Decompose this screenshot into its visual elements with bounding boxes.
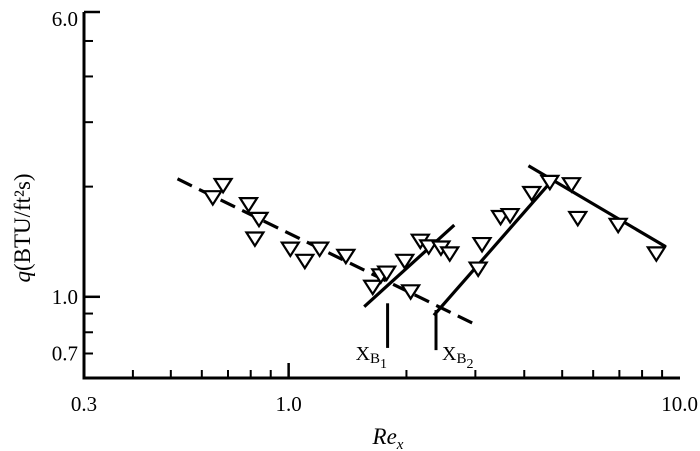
x-axis-title-main: Re — [372, 424, 397, 449]
data-point-marker — [400, 284, 422, 301]
data-point-marker — [294, 253, 316, 271]
y-axis-title-units: (BTU/ft²s) — [10, 173, 35, 271]
solid-trend-line — [432, 183, 550, 317]
x-tick-label: 0.3 — [71, 392, 97, 416]
data-point-marker — [202, 190, 224, 207]
data-point-marker — [244, 231, 266, 248]
data-point-marker — [394, 253, 416, 271]
y-axis-title-prefix: q — [10, 271, 35, 283]
x-b-marker-label: XB2 — [442, 343, 473, 372]
data-point-marker — [212, 177, 234, 195]
x-b-marker-label: XB1 — [356, 343, 387, 372]
data-point-marker — [439, 246, 461, 263]
data-point-marker — [467, 261, 489, 278]
data-point-marker — [471, 236, 493, 254]
y-tick-label: 6.0 — [52, 7, 78, 31]
y-tick-label: 1.0 — [52, 285, 78, 309]
data-point-marker — [567, 210, 589, 228]
data-point-marker — [645, 246, 667, 263]
solid-trend-line — [363, 223, 456, 308]
dashed-trend-line — [176, 177, 477, 326]
data-point-marker — [248, 211, 270, 229]
data-point-marker — [499, 207, 521, 225]
y-tick-label: 0.7 — [52, 341, 78, 365]
y-axis-title: q(BTU/ft²s) — [10, 173, 35, 282]
data-point-marker — [539, 174, 561, 192]
x-tick-label: 10.0 — [661, 392, 698, 416]
data-point-marker — [607, 217, 629, 235]
data-point-marker — [376, 265, 398, 282]
x-tick-label: 1.0 — [276, 392, 302, 416]
data-point-marker — [238, 197, 260, 214]
data-point-marker — [309, 241, 331, 259]
data-point-marker — [335, 248, 357, 266]
data-point-marker — [362, 279, 384, 297]
data-point-marker — [560, 177, 582, 194]
x-axis-title: Rex — [372, 424, 404, 451]
data-point-marker — [279, 241, 301, 259]
data-point-marker — [521, 185, 543, 203]
x-axis-title-sub: x — [396, 437, 404, 451]
